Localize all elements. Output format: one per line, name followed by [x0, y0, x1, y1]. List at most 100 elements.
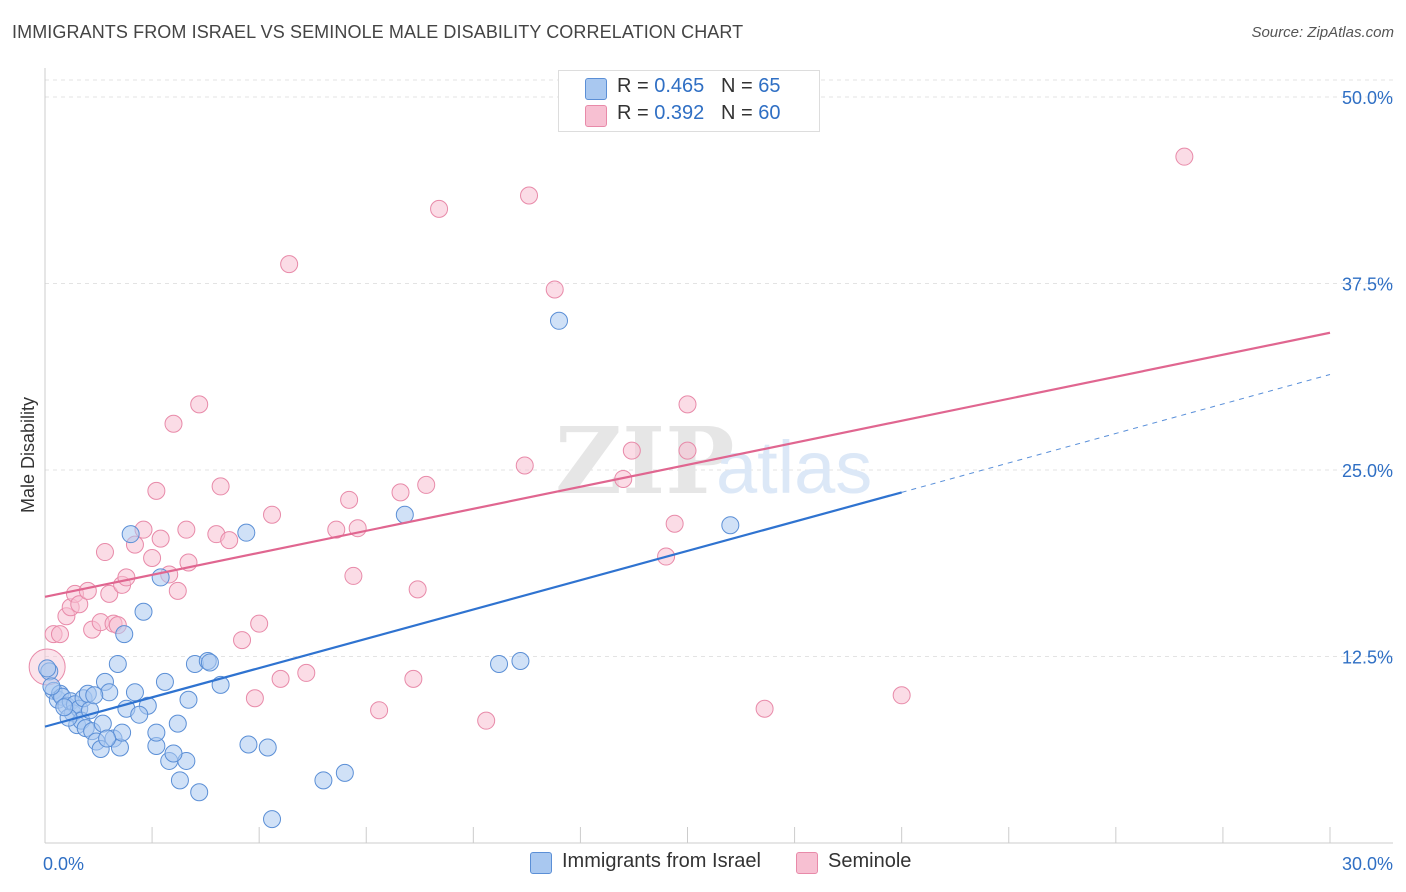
legend: R = 0.465 N = 65 R = 0.392 N = 60 — [558, 70, 820, 132]
seminole-point — [417, 475, 436, 494]
seminole-point — [220, 531, 239, 550]
israel-point — [108, 654, 127, 673]
watermark-atlas: atlas — [716, 426, 872, 509]
seminole-trend-line — [44, 331, 1331, 598]
seminole-point — [271, 669, 290, 688]
source-label: Source: ZipAtlas.com — [1251, 24, 1394, 41]
seminole-point — [95, 543, 114, 562]
israel-point — [55, 698, 74, 717]
legend-n-value: 60 — [758, 102, 781, 124]
seminole-point — [177, 520, 196, 539]
seminole-point — [622, 441, 641, 460]
y-tick-label: 25.0% — [1342, 461, 1393, 481]
seminole-point — [280, 255, 299, 274]
seminole-point — [515, 456, 534, 475]
israel-point — [170, 771, 189, 790]
seminole-point — [250, 614, 269, 633]
israel-point — [179, 690, 198, 709]
israel-point — [134, 602, 153, 621]
seminole-point — [1175, 147, 1194, 166]
seminole-point — [211, 477, 230, 496]
seminole-point — [263, 505, 282, 524]
seminole-point — [678, 395, 697, 414]
seminole-point — [143, 549, 162, 568]
grid-lines — [45, 79, 1393, 657]
israel-point — [113, 723, 132, 742]
israel-point — [258, 738, 277, 757]
israel-point — [100, 683, 119, 702]
seminole-point — [430, 199, 449, 218]
israel-point — [550, 311, 568, 330]
israel-point — [263, 810, 282, 829]
watermark: ZIP atlas — [555, 407, 872, 515]
seminole-point — [70, 595, 89, 614]
legend-swatch-blue — [530, 852, 552, 874]
legend-n-label: N = — [720, 75, 759, 97]
israel-point — [130, 705, 149, 724]
seminole-point — [78, 581, 97, 600]
legend-n-value: 65 — [758, 75, 781, 97]
legend-label-israel: Immigrants from Israel — [562, 850, 761, 872]
legend-swatch-blue — [585, 78, 607, 100]
x-tick-label: 0.0% — [43, 854, 84, 874]
israel-point — [155, 672, 174, 691]
israel-point — [98, 729, 117, 748]
israel-point — [190, 783, 209, 802]
legend-n-label: N = — [720, 102, 759, 124]
seminole-point — [297, 663, 316, 682]
seminole-point — [755, 699, 774, 718]
israel-point — [164, 744, 183, 763]
seminole-point — [340, 490, 359, 509]
seminole-point — [391, 483, 410, 502]
seminole-point — [545, 280, 564, 299]
israel-trend-extension — [901, 374, 1331, 493]
israel-point — [237, 523, 256, 542]
seminole-point — [327, 520, 346, 539]
seminole-point — [665, 514, 684, 533]
seminole-point — [164, 414, 183, 433]
tick-labels: 12.5% 25.0% 37.5% 50.0% 0.0% 30.0% — [43, 88, 1393, 874]
israel-point — [147, 723, 166, 742]
legend-swatch-pink — [585, 105, 607, 127]
seminole-point — [147, 481, 166, 500]
x-tick-label: 30.0% — [1342, 854, 1393, 874]
seminole-point — [117, 568, 136, 587]
axes — [44, 68, 1393, 844]
seminole-point — [520, 186, 539, 205]
israel-point — [511, 651, 530, 670]
seminole-point — [151, 529, 170, 548]
israel-point — [200, 653, 219, 672]
israel-point — [239, 735, 258, 754]
seminole-point — [233, 631, 252, 650]
legend-r-value: 0.465 — [654, 75, 705, 97]
israel-points — [38, 311, 740, 829]
israel-point — [93, 714, 112, 733]
israel-point — [121, 525, 140, 544]
seminole-point — [344, 566, 363, 585]
israel-point — [38, 659, 57, 678]
israel-point — [721, 516, 740, 535]
y-tick-label: 12.5% — [1342, 648, 1393, 668]
seminole-point — [404, 669, 423, 688]
seminole-point — [370, 701, 389, 720]
israel-trend-line — [44, 491, 902, 728]
israel-point — [115, 625, 134, 644]
trend-lines — [44, 331, 1331, 728]
seminole-point — [892, 686, 911, 705]
seminole-point — [678, 441, 697, 460]
seminole-point — [408, 580, 427, 599]
chart-title: IMMIGRANTS FROM ISRAEL VS SEMINOLE MALE … — [12, 22, 744, 42]
legend-swatch-pink — [796, 852, 818, 874]
israel-point — [168, 714, 187, 733]
y-axis-label: Male Disability — [18, 397, 38, 513]
israel-point — [314, 771, 333, 790]
seminole-point — [245, 689, 264, 708]
legend-r-label: R = — [617, 75, 655, 97]
legend-r-value: 0.392 — [654, 102, 705, 124]
israel-point — [335, 763, 354, 782]
legend-label-seminole: Seminole — [828, 850, 912, 872]
y-tick-label: 37.5% — [1342, 275, 1393, 295]
seminole-point — [100, 584, 119, 603]
seminole-point — [190, 395, 209, 414]
